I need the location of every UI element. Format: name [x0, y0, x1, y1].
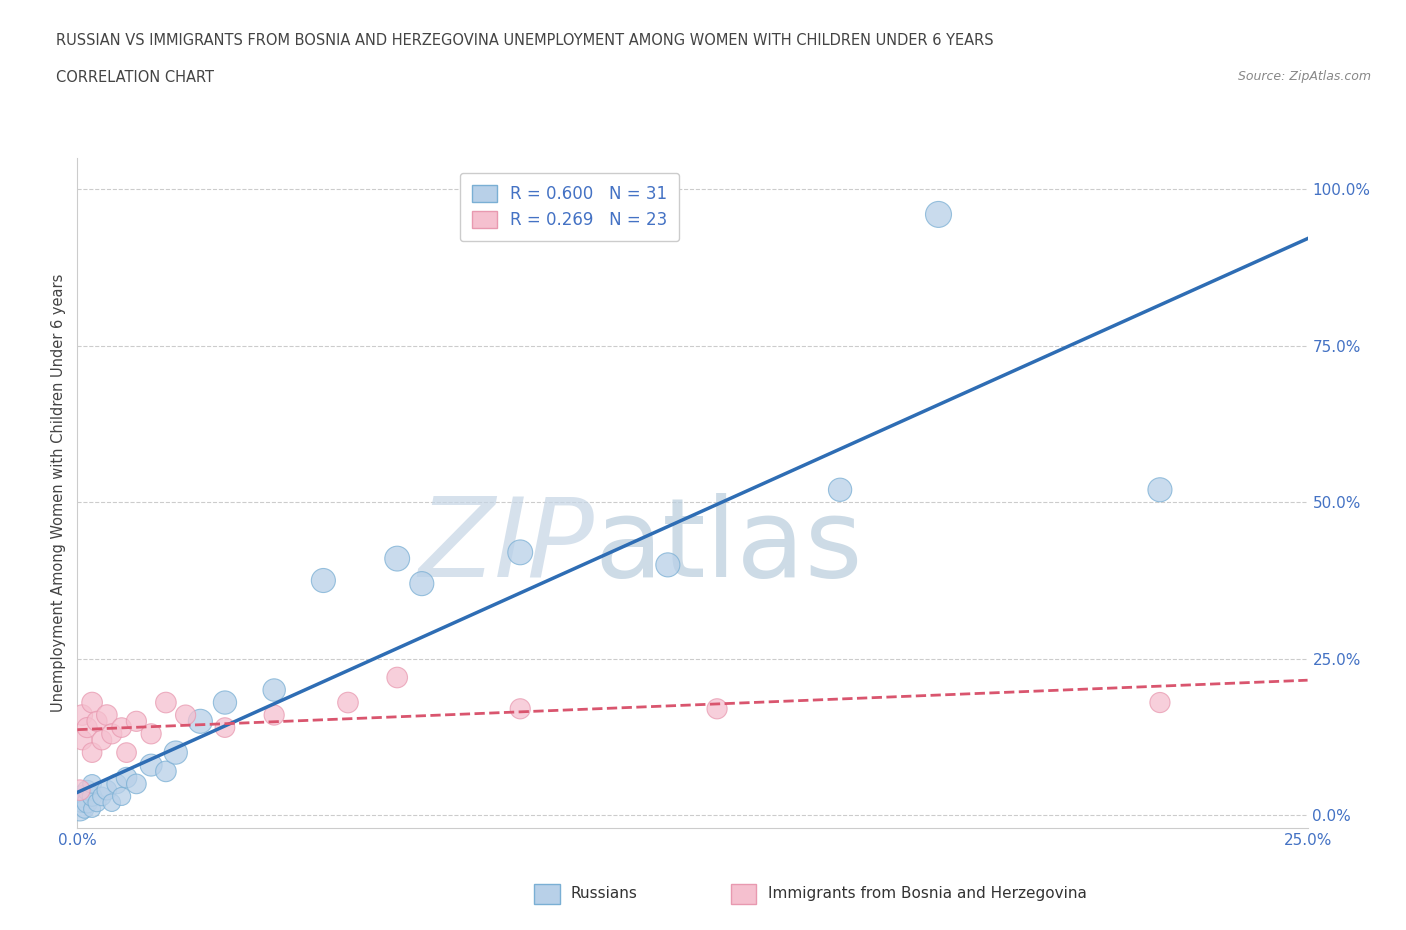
- Point: [385, 551, 409, 566]
- Point: [70, 733, 93, 748]
- Point: [411, 577, 433, 591]
- Point: [82, 777, 104, 791]
- Point: [188, 714, 212, 729]
- Point: [125, 777, 148, 791]
- Point: [174, 708, 197, 723]
- Point: [125, 714, 148, 729]
- Point: [141, 758, 163, 773]
- Point: [928, 207, 950, 222]
- Point: [509, 701, 531, 716]
- Point: [830, 483, 852, 498]
- Point: [115, 745, 138, 760]
- Text: RUSSIAN VS IMMIGRANTS FROM BOSNIA AND HERZEGOVINA UNEMPLOYMENT AMONG WOMEN WITH : RUSSIAN VS IMMIGRANTS FROM BOSNIA AND HE…: [56, 33, 994, 47]
- Point: [69, 802, 91, 817]
- Point: [312, 573, 335, 588]
- Point: [214, 720, 236, 735]
- Point: [115, 770, 138, 785]
- Point: [1149, 483, 1171, 498]
- Y-axis label: Unemployment Among Women with Children Under 6 years: Unemployment Among Women with Children U…: [51, 273, 66, 712]
- Point: [141, 726, 163, 741]
- Point: [155, 764, 177, 778]
- Point: [509, 545, 531, 560]
- Point: [73, 802, 96, 817]
- Point: [76, 720, 98, 735]
- Point: [263, 708, 285, 723]
- Point: [70, 708, 93, 723]
- Point: [165, 745, 187, 760]
- Point: [101, 795, 124, 810]
- Point: [69, 783, 91, 798]
- Point: [263, 683, 285, 698]
- Point: [96, 708, 118, 723]
- Point: [82, 745, 104, 760]
- Point: [155, 695, 177, 710]
- Point: [385, 671, 409, 685]
- Point: [111, 789, 132, 804]
- Text: ZIP: ZIP: [418, 493, 595, 600]
- Point: [101, 726, 124, 741]
- Point: [657, 557, 679, 572]
- Text: Source: ZipAtlas.com: Source: ZipAtlas.com: [1237, 70, 1371, 83]
- Point: [82, 789, 104, 804]
- Point: [90, 789, 114, 804]
- Point: [82, 695, 104, 710]
- Point: [90, 733, 114, 748]
- Point: [111, 720, 132, 735]
- Point: [105, 777, 128, 791]
- Point: [86, 714, 108, 729]
- Text: CORRELATION CHART: CORRELATION CHART: [56, 70, 214, 85]
- Text: Immigrants from Bosnia and Herzegovina: Immigrants from Bosnia and Herzegovina: [768, 886, 1087, 901]
- Text: atlas: atlas: [595, 493, 862, 600]
- Point: [76, 783, 98, 798]
- Point: [76, 795, 98, 810]
- Point: [96, 783, 118, 798]
- Text: Russians: Russians: [571, 886, 638, 901]
- Point: [70, 789, 93, 804]
- Point: [214, 695, 236, 710]
- Point: [86, 795, 108, 810]
- Point: [70, 795, 93, 810]
- Point: [706, 701, 728, 716]
- Point: [82, 802, 104, 817]
- Legend: R = 0.600   N = 31, R = 0.269   N = 23: R = 0.600 N = 31, R = 0.269 N = 23: [460, 173, 679, 241]
- Point: [337, 695, 360, 710]
- Point: [1149, 695, 1171, 710]
